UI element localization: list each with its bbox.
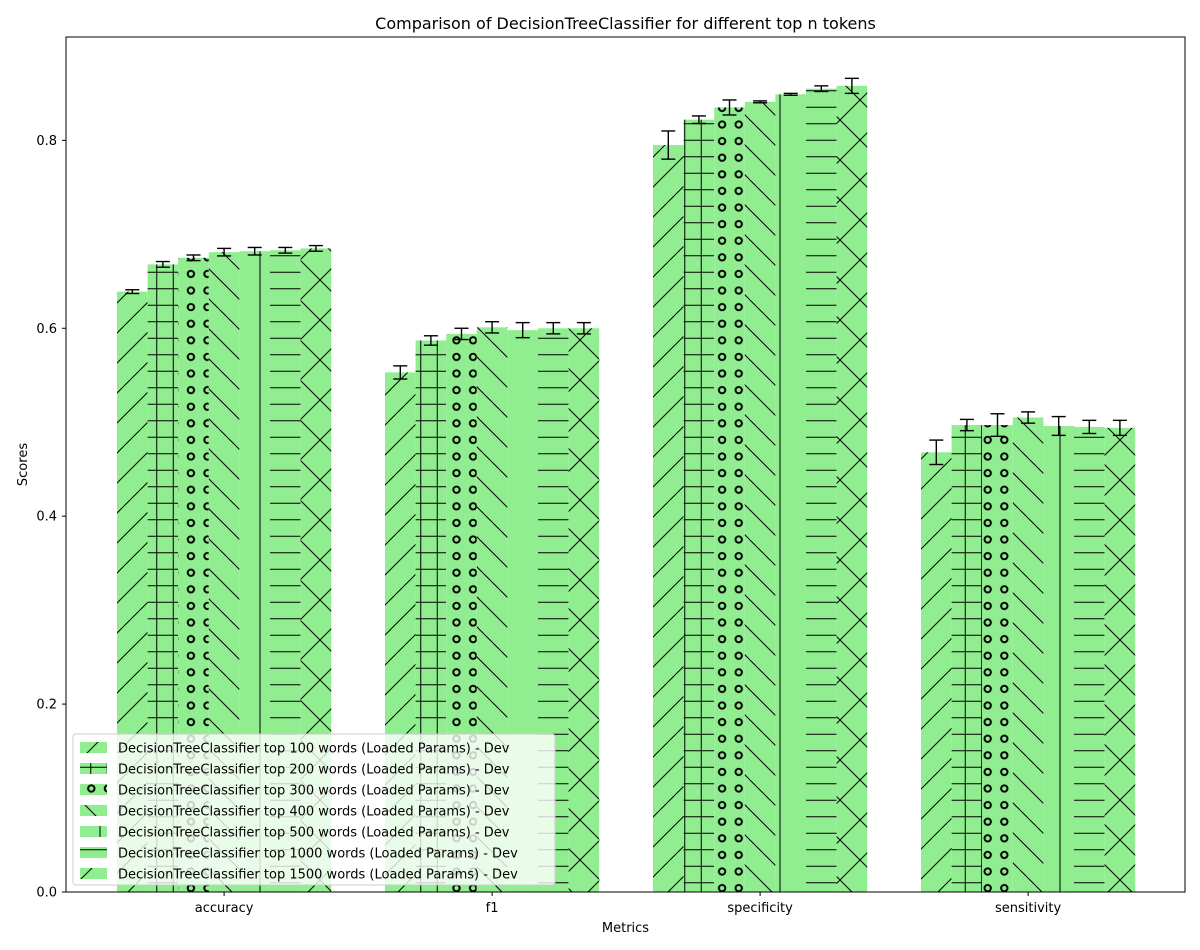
x-tick-label-accuracy: accuracy: [195, 901, 254, 916]
error-bar-accuracy-series-5: [278, 246, 293, 254]
error-bar-f1-series-4: [515, 321, 530, 339]
y-axis: 0.0 0.2 0.4 0.6 0.8: [36, 134, 66, 901]
legend-item-5: DecisionTreeClassifier top 1000 words (L…: [80, 847, 518, 862]
legend-swatch: [80, 868, 107, 879]
legend-label: DecisionTreeClassifier top 100 words (Lo…: [118, 742, 510, 757]
error-bars-layer: [125, 77, 1127, 466]
x-tick-label-specificity: specificity: [727, 901, 793, 916]
bar-sensitivity-series-3: [1012, 417, 1044, 892]
bar-specificity-series-4: [775, 94, 806, 893]
legend-swatch: [80, 826, 107, 837]
error-bar-accuracy-series-0: [125, 289, 140, 295]
bar-sensitivity-series-5: [1074, 426, 1105, 892]
error-bar-specificity-series-0: [661, 130, 676, 160]
error-bar-f1-series-6: [576, 321, 591, 335]
error-bar-f1-series-5: [546, 321, 561, 335]
legend-item-2: DecisionTreeClassifier top 300 words (Lo…: [80, 784, 510, 799]
bar-specificity-series-0: [653, 145, 684, 893]
error-bar-specificity-series-2: [722, 99, 737, 116]
error-bar-specificity-series-3: [753, 100, 768, 104]
y-tick-label: 0.4: [36, 510, 57, 525]
error-bar-accuracy-series-6: [308, 244, 323, 252]
x-axis-label: Metrics: [602, 921, 649, 936]
error-bar-specificity-series-4: [783, 92, 798, 96]
legend-item-3: DecisionTreeClassifier top 400 words (Lo…: [80, 805, 510, 820]
legend-swatch: [80, 742, 107, 753]
error-bar-accuracy-series-1: [155, 260, 170, 268]
error-bar-specificity-series-6: [844, 77, 859, 95]
legend-swatch: [80, 805, 107, 816]
legend-label: DecisionTreeClassifier top 1500 words (L…: [118, 868, 518, 883]
x-tick-label-sensitivity: sensitivity: [995, 901, 1062, 916]
error-bar-sensitivity-series-2: [990, 413, 1005, 438]
bar-specificity-series-1: [683, 119, 715, 892]
legend-swatch: [80, 847, 107, 858]
bar-sensitivity-series-2: [982, 425, 1013, 892]
error-bar-f1-series-0: [393, 365, 408, 380]
error-bar-accuracy-series-4: [247, 246, 262, 256]
legend-box: [72, 733, 556, 886]
x-axis: accuracy f1 specificity sensitivity: [195, 892, 1062, 916]
y-axis-label: Scores: [16, 443, 31, 486]
legend-swatch: [80, 784, 107, 795]
error-bar-sensitivity-series-1: [959, 418, 974, 432]
legend-label: DecisionTreeClassifier top 200 words (Lo…: [118, 763, 510, 778]
legend-label: DecisionTreeClassifier top 400 words (Lo…: [118, 805, 510, 820]
y-tick-label: 0.0: [36, 886, 57, 901]
legend-swatch: [80, 763, 107, 774]
error-bar-specificity-series-5: [814, 85, 829, 93]
bar-sensitivity-series-1: [951, 425, 983, 892]
bar-specificity-series-6: [836, 85, 868, 893]
bar-sensitivity-series-4: [1043, 425, 1074, 892]
error-bar-sensitivity-series-5: [1082, 419, 1097, 435]
error-bar-accuracy-series-2: [186, 254, 201, 262]
bar-sensitivity-series-6: [1104, 427, 1136, 892]
error-bar-accuracy-series-3: [217, 247, 232, 257]
error-bar-sensitivity-series-6: [1112, 419, 1127, 437]
y-tick-label: 0.2: [36, 698, 57, 713]
error-bar-sensitivity-series-0: [929, 439, 944, 466]
y-tick-label: 0.6: [36, 322, 57, 337]
legend-item-1: DecisionTreeClassifier top 200 words (Lo…: [80, 763, 510, 778]
error-bar-specificity-series-1: [691, 115, 706, 125]
error-bar-f1-series-1: [423, 335, 438, 346]
legend-item-4: DecisionTreeClassifier top 500 words (Lo…: [80, 826, 510, 841]
error-bar-f1-series-2: [454, 327, 469, 341]
legend-item-0: DecisionTreeClassifier top 100 words (Lo…: [80, 742, 510, 757]
error-bar-sensitivity-series-3: [1021, 411, 1036, 424]
legend-item-6: DecisionTreeClassifier top 1500 words (L…: [80, 868, 518, 883]
x-tick-label-f1: f1: [486, 901, 499, 916]
error-bar-f1-series-3: [485, 320, 500, 334]
bar-specificity-series-3: [744, 101, 776, 893]
error-bar-sensitivity-series-4: [1051, 415, 1066, 437]
chart-title: Comparison of DecisionTreeClassifier for…: [375, 14, 876, 33]
legend-label: DecisionTreeClassifier top 1000 words (L…: [118, 847, 518, 862]
bar-specificity-series-5: [806, 88, 837, 892]
bar-specificity-series-2: [714, 107, 745, 892]
legend: DecisionTreeClassifier top 100 words (Lo…: [72, 733, 556, 886]
bar-f1-series-6: [568, 328, 600, 892]
legend-label: DecisionTreeClassifier top 500 words (Lo…: [118, 826, 510, 841]
plot-frame: [65, 36, 1186, 893]
legend-label: DecisionTreeClassifier top 300 words (Lo…: [118, 784, 510, 799]
y-tick-label: 0.8: [36, 134, 57, 149]
bar-sensitivity-series-0: [921, 452, 952, 892]
